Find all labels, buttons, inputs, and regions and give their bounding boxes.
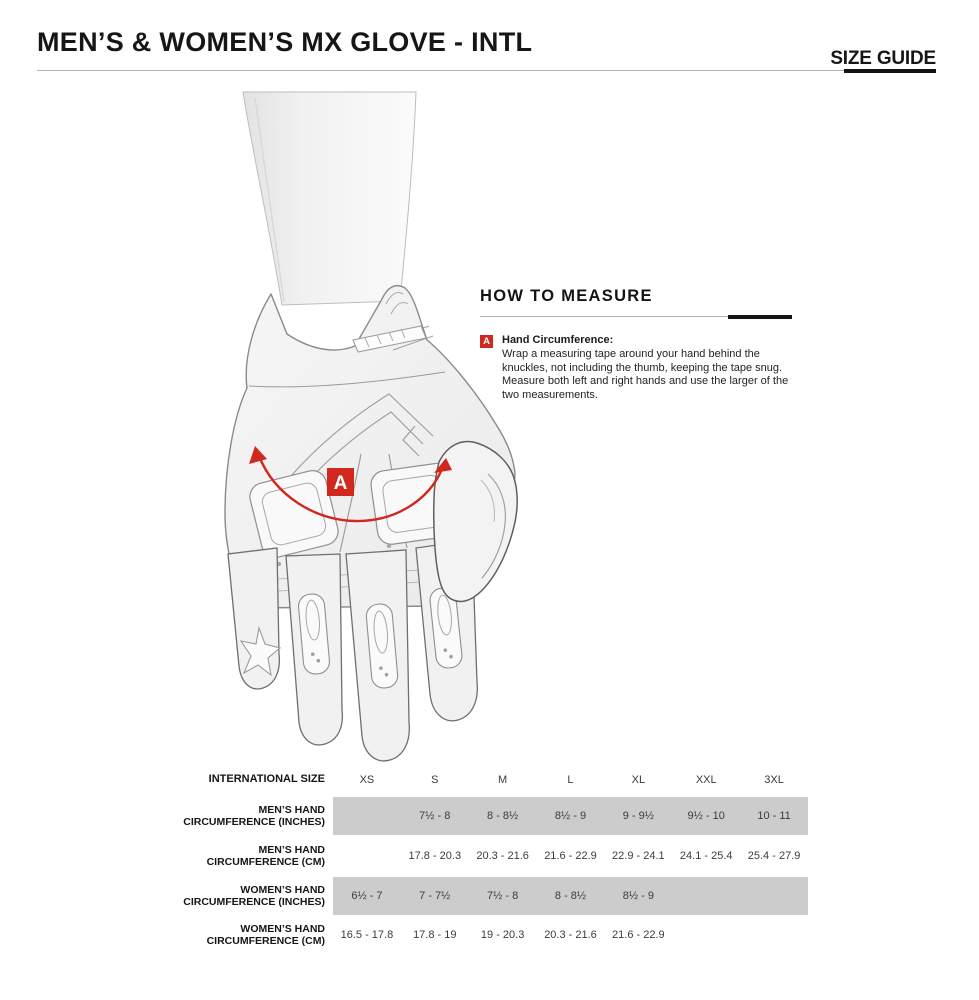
size-cell: 10 - 11 [757, 810, 791, 822]
page-header: MEN’S & WOMEN’S MX GLOVE - INTL SIZE GUI… [37, 24, 936, 69]
size-cell [672, 915, 740, 955]
size-cell: 9½ - 10 [687, 810, 725, 822]
finger-pad-middle [365, 603, 399, 689]
size-cell [740, 877, 808, 915]
tape-arrow-left [249, 446, 267, 464]
pad-dot [386, 543, 392, 549]
row-values: 16.5 - 17.8 17.8 - 19 19 - 20.3 20.3 - 2… [333, 915, 808, 955]
row-label: WOMEN’S HAND CIRCUMFERENCE (INCHES) [165, 877, 325, 915]
size-cell: 8½ - 9 [622, 890, 654, 902]
row-values: XS S M L XL XXL 3XL [333, 762, 808, 797]
thumb [433, 440, 518, 603]
row-label-line: CIRCUMFERENCE (INCHES) [183, 816, 325, 828]
size-cell [333, 835, 401, 877]
size-cell: 21.6 - 22.9 [612, 929, 665, 941]
size-col-header: XL [631, 773, 646, 786]
row-label: MEN’S HAND CIRCUMFERENCE (INCHES) [165, 797, 325, 835]
cuff-pad-hatch [364, 328, 406, 348]
size-col-header: L [567, 773, 574, 786]
size-cell: 17.8 - 19 [413, 929, 457, 941]
tape-arrow-right [434, 458, 452, 473]
row-label-line: CIRCUMFERENCE (INCHES) [183, 896, 325, 908]
thumb-inner-line [480, 479, 495, 523]
knuckle-pad-left [249, 470, 339, 558]
size-cell: 25.4 - 27.9 [747, 850, 801, 862]
header-rule-thin [37, 70, 936, 71]
header-rule [37, 69, 936, 73]
instruction-body: Wrap a measuring tape around your hand b… [502, 348, 789, 401]
table-row-womens-inches: WOMEN’S HAND CIRCUMFERENCE (INCHES) 6½ -… [165, 877, 808, 915]
cuff-seam [248, 371, 446, 388]
instruction-a: A Hand Circumference: Wrap a measuring t… [480, 334, 792, 402]
measurement-marker-a: A [327, 468, 354, 496]
size-cell: 7 - 7½ [419, 890, 451, 902]
glove-illustration-wrap: A [183, 88, 523, 768]
size-cell: 16.5 - 17.8 [340, 929, 394, 941]
size-cell [672, 877, 740, 915]
size-cell [740, 915, 808, 955]
row-values: 6½ - 7 7 - 7½ 7½ - 8 8 - 8½ 8½ - 9 [333, 877, 808, 915]
size-col-header: XXL [695, 773, 717, 786]
size-cell: 21.6 - 22.9 [544, 850, 597, 862]
row-values: 17.8 - 20.3 20.3 - 21.6 21.6 - 22.9 22.9… [333, 835, 808, 877]
size-cell: 17.8 - 20.3 [408, 850, 462, 862]
size-col-header: S [431, 773, 439, 786]
size-cell: 24.1 - 25.4 [679, 850, 733, 862]
size-cell: 9 - 9½ [622, 810, 654, 822]
measuring-tape-arc [257, 455, 444, 523]
size-cell: 19 - 20.3 [480, 929, 525, 941]
row-values: 7½ - 8 8 - 8½ 8½ - 9 9 - 9½ 9½ - 10 10 -… [333, 797, 808, 835]
glove-illustration: A [224, 91, 518, 762]
size-guide-label: SIZE GUIDE [830, 48, 936, 69]
size-col-header: 3XL [764, 773, 784, 786]
how-to-measure-section: HOW TO MEASURE A Hand Circumference: Wra… [480, 287, 792, 402]
htm-rule-thin [480, 316, 792, 317]
instruction-label: Hand Circumference: [502, 334, 614, 346]
size-col-header: M [498, 773, 508, 786]
row-label-line: MEN’S HAND [258, 803, 325, 816]
size-cell [333, 797, 401, 835]
finger-pad-ring [298, 593, 330, 675]
size-cell: 6½ - 7 [351, 890, 383, 902]
size-cell: 7½ - 8 [419, 810, 451, 822]
row-label-line: WOMEN’S HAND [240, 922, 325, 935]
size-cell: 8 - 8½ [487, 810, 519, 822]
size-cell: 8 - 8½ [554, 890, 587, 902]
row-label: MEN’S HAND CIRCUMFERENCE (CM) [165, 835, 325, 877]
how-to-measure-title: HOW TO MEASURE [480, 287, 653, 305]
row-label-line: INTERNATIONAL SIZE [208, 773, 325, 786]
row-label: INTERNATIONAL SIZE [165, 762, 325, 797]
instruction-text: Hand Circumference: Wrap a measuring tap… [502, 334, 807, 402]
table-row-womens-cm: WOMEN’S HAND CIRCUMFERENCE (CM) 16.5 - 1… [165, 915, 808, 955]
table-row-mens-cm: MEN’S HAND CIRCUMFERENCE (CM) 17.8 - 20.… [165, 835, 808, 877]
table-header-row: INTERNATIONAL SIZE XS S M L XL XXL 3XL [165, 762, 808, 797]
size-table: INTERNATIONAL SIZE XS S M L XL XXL 3XL M… [165, 762, 808, 955]
size-cell: 7½ - 8 [487, 890, 519, 902]
htm-rule-accent [728, 315, 792, 319]
forearm-shade-line [254, 97, 285, 303]
size-col-header: XS [359, 773, 375, 786]
size-cell: 20.3 - 21.6 [544, 929, 597, 941]
header-rule-accent [844, 69, 936, 73]
marker-letter: A [334, 473, 348, 494]
row-label-line: WOMEN’S HAND [240, 883, 325, 896]
size-cell: 22.9 - 24.1 [612, 850, 665, 862]
size-cell: 20.3 - 21.6 [476, 850, 529, 862]
cuff-flare-lines [385, 291, 409, 315]
page-title: MEN’S & WOMEN’S MX GLOVE - INTL [37, 27, 533, 57]
row-label-line: MEN’S HAND [258, 843, 325, 856]
marker-a-badge: A [480, 335, 493, 348]
row-label-line: CIRCUMFERENCE (CM) [206, 856, 325, 868]
table-row-mens-inches: MEN’S HAND CIRCUMFERENCE (INCHES) 7½ - 8… [165, 797, 808, 835]
cuff-pad [352, 325, 427, 353]
how-to-measure-rule [480, 315, 792, 319]
pinky-star-logo [239, 625, 282, 677]
thumb-pad-line [481, 473, 506, 579]
size-cell: 8½ - 9 [554, 810, 587, 822]
row-label-line: CIRCUMFERENCE (CM) [206, 935, 325, 947]
row-label: WOMEN’S HAND CIRCUMFERENCE (CM) [165, 915, 325, 955]
